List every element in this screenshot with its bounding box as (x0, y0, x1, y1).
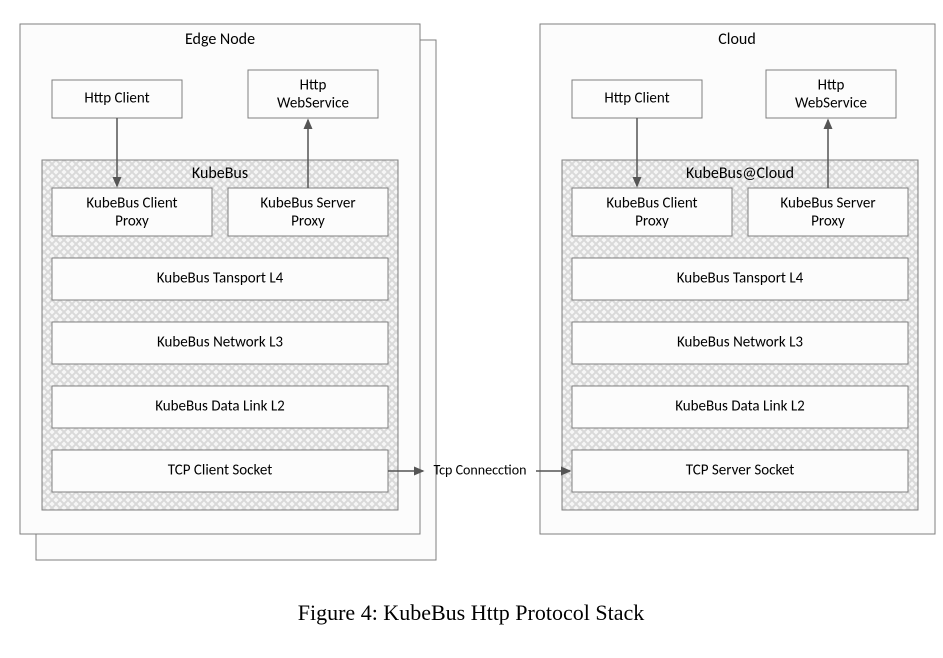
cloud-kubebus-title: KubeBus@Cloud (686, 164, 794, 183)
edge-http-webservice-label-1: Http (300, 77, 327, 95)
edge-http-client-label: Http Client (84, 90, 149, 108)
cloud-http-webservice-label-2: WebService (795, 95, 867, 113)
edge-socket-label: TCP Client Socket (168, 462, 273, 480)
edge-server-proxy-label-1: KubeBus Server (260, 195, 355, 213)
cloud-server-proxy-label-1: KubeBus Server (780, 195, 875, 213)
cloud-client-proxy-label-2: Proxy (635, 213, 669, 231)
cloud-l4-label: KubeBus Tansport L4 (677, 270, 804, 288)
tcp-connection-label: Tcp Connecction (434, 461, 527, 478)
cloud-http-webservice-label-1: Http (818, 77, 845, 95)
edge-http-webservice-label-2: WebService (277, 95, 349, 113)
diagram-canvas: Edge Node Http Client Http WebService Ku… (0, 0, 943, 658)
edge-l4-label: KubeBus Tansport L4 (157, 270, 284, 288)
cloud-socket-label: TCP Server Socket (686, 462, 794, 480)
edge-kubebus-title: KubeBus (192, 164, 248, 183)
cloud-l3-label: KubeBus Network L3 (677, 334, 803, 352)
edge-l2-label: KubeBus Data Link L2 (155, 398, 285, 416)
figure-caption: Figure 4: KubeBus Http Protocol Stack (298, 600, 644, 625)
cloud-server-proxy-label-2: Proxy (811, 213, 845, 231)
edge-client-proxy-label-2: Proxy (115, 213, 149, 231)
cloud-l2-label: KubeBus Data Link L2 (675, 398, 805, 416)
cloud-client-proxy-label-1: KubeBus Client (606, 195, 697, 213)
cloud-title: Cloud (718, 30, 755, 49)
edge-server-proxy-label-2: Proxy (291, 213, 325, 231)
cloud-http-client-label: Http Client (604, 90, 669, 108)
edge-client-proxy-label-1: KubeBus Client (86, 195, 177, 213)
edge-node-title: Edge Node (185, 30, 255, 49)
edge-l3-label: KubeBus Network L3 (157, 334, 283, 352)
